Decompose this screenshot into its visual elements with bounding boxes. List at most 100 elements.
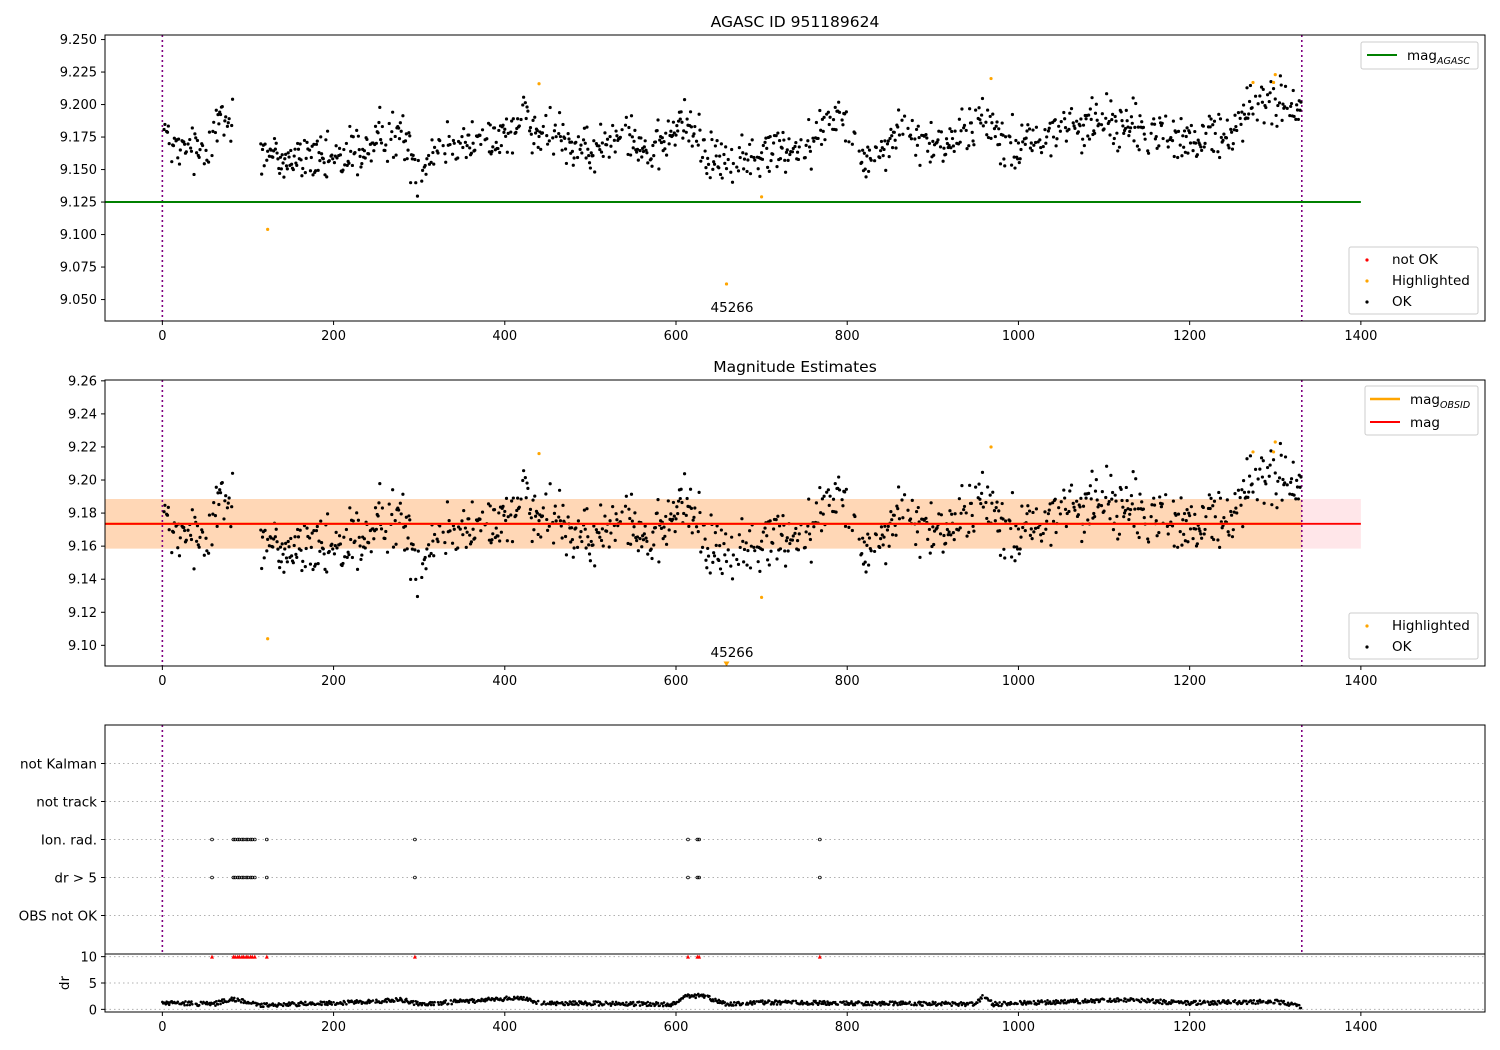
mid-ok-point <box>1102 509 1106 513</box>
mid-ok-point <box>1278 441 1282 446</box>
mid-ok-point <box>918 555 922 559</box>
dr-point <box>1164 999 1167 1003</box>
dr-clipped-marker <box>264 954 269 959</box>
mid-ok-point <box>1186 540 1190 544</box>
dr-xtick-label-4: 800 <box>835 1020 860 1035</box>
top-ok-point <box>347 161 351 165</box>
top-ok-point <box>497 128 501 133</box>
top-ok-point <box>902 114 907 118</box>
mid-ok-point <box>706 554 711 558</box>
dr-point <box>749 1000 752 1003</box>
top-ok-point <box>1057 124 1061 128</box>
top-ok-point <box>358 154 362 158</box>
mid-ok-point <box>308 536 312 540</box>
top-ok-point <box>1055 137 1059 141</box>
mid-ok-point <box>1117 532 1122 536</box>
top-ok-point <box>814 120 819 125</box>
mid-ok-point <box>724 559 729 564</box>
mid-ok-point <box>357 535 361 539</box>
top-ok-point <box>450 152 455 156</box>
mid-ok-point <box>1152 496 1156 500</box>
dr-point <box>853 1003 857 1007</box>
mid-ok-point <box>213 514 218 518</box>
top-ok-point <box>302 138 307 143</box>
mid-ok-point <box>1231 528 1235 532</box>
top-ok-point <box>325 175 329 179</box>
mid-ok-point <box>1045 519 1049 523</box>
mid-ok-point <box>646 552 650 556</box>
top-ok-point <box>729 170 733 174</box>
top-ok-point <box>1219 135 1223 140</box>
mid-ok-point <box>748 566 753 570</box>
top-ok-point <box>612 138 616 142</box>
top-ok-point <box>635 147 640 151</box>
mid-ok-point <box>494 526 498 530</box>
mid-ok-point <box>655 511 659 515</box>
mid-ok-point <box>902 493 907 497</box>
top-ok-point <box>713 144 717 148</box>
top-ok-point <box>688 110 693 114</box>
mid-ok-point <box>1017 552 1021 556</box>
mid-ok-point <box>223 499 227 503</box>
top-ok-point <box>350 163 355 168</box>
mid-ok-point <box>1195 542 1199 546</box>
mid-ok-point <box>1033 526 1038 530</box>
mid-ok-point <box>696 529 700 534</box>
mid-ok-point <box>1087 491 1091 495</box>
mid-ok-point <box>473 536 477 540</box>
mid-ok-point <box>548 482 552 486</box>
mid-ok-point <box>1093 489 1098 493</box>
top-ok-point <box>1141 125 1146 129</box>
top-ok-point <box>1080 151 1084 155</box>
mid-ok-point <box>522 469 526 473</box>
mid-ok-point <box>720 571 724 576</box>
top-ok-point <box>1097 122 1101 126</box>
top-ok-point <box>808 149 813 153</box>
dr-point <box>712 999 715 1003</box>
mid-ok-point <box>1202 532 1206 536</box>
top-ok-point <box>504 117 509 121</box>
mid-ok-point <box>271 545 275 549</box>
top-ok-point <box>918 163 922 167</box>
top-ok-point <box>1289 104 1293 109</box>
top-ok-point <box>353 150 357 155</box>
mid-ok-point <box>896 507 900 511</box>
top-ok-point <box>1264 105 1268 110</box>
top-ok-point <box>1165 139 1169 143</box>
mid-ok-point <box>631 533 635 537</box>
top-ok-point <box>172 136 176 140</box>
mid-ok-point <box>1275 506 1279 510</box>
top-ok-point <box>952 149 956 154</box>
mid-ok-point <box>215 524 219 528</box>
mid-ok-point <box>889 510 893 514</box>
mid-ok-point <box>547 524 551 528</box>
mid-ok-point <box>666 499 670 503</box>
top-ok-point <box>176 156 180 160</box>
top-ok-point <box>896 125 900 129</box>
top-ok-point <box>1081 137 1085 141</box>
mid-ok-point <box>1034 507 1039 511</box>
dr-point <box>625 1001 628 1004</box>
top-ok-point <box>279 167 283 171</box>
top-ok-point <box>775 165 779 169</box>
mid-ok-point <box>1021 525 1025 530</box>
mid-ok-point <box>1265 465 1270 470</box>
top-ok-point <box>883 139 887 143</box>
top-ok-point <box>292 154 296 158</box>
top-ok-point <box>230 97 235 101</box>
mid-ok-point <box>694 525 699 529</box>
mid-ok-point <box>282 570 286 574</box>
top-ok-point <box>485 137 489 141</box>
top-ok-point <box>505 150 509 154</box>
top-ok-point <box>968 107 972 111</box>
dr-point <box>1158 1001 1161 1005</box>
top-ok-point <box>793 144 797 149</box>
top-ok-point <box>697 112 701 116</box>
mid-ok-point <box>796 548 801 552</box>
top-ok-point <box>1121 124 1125 128</box>
dr-point <box>371 999 375 1002</box>
mid-ok-point <box>965 534 969 538</box>
mid-ok-point <box>910 498 914 502</box>
mid-ok-point <box>355 511 359 515</box>
dr-point <box>1279 1002 1282 1006</box>
